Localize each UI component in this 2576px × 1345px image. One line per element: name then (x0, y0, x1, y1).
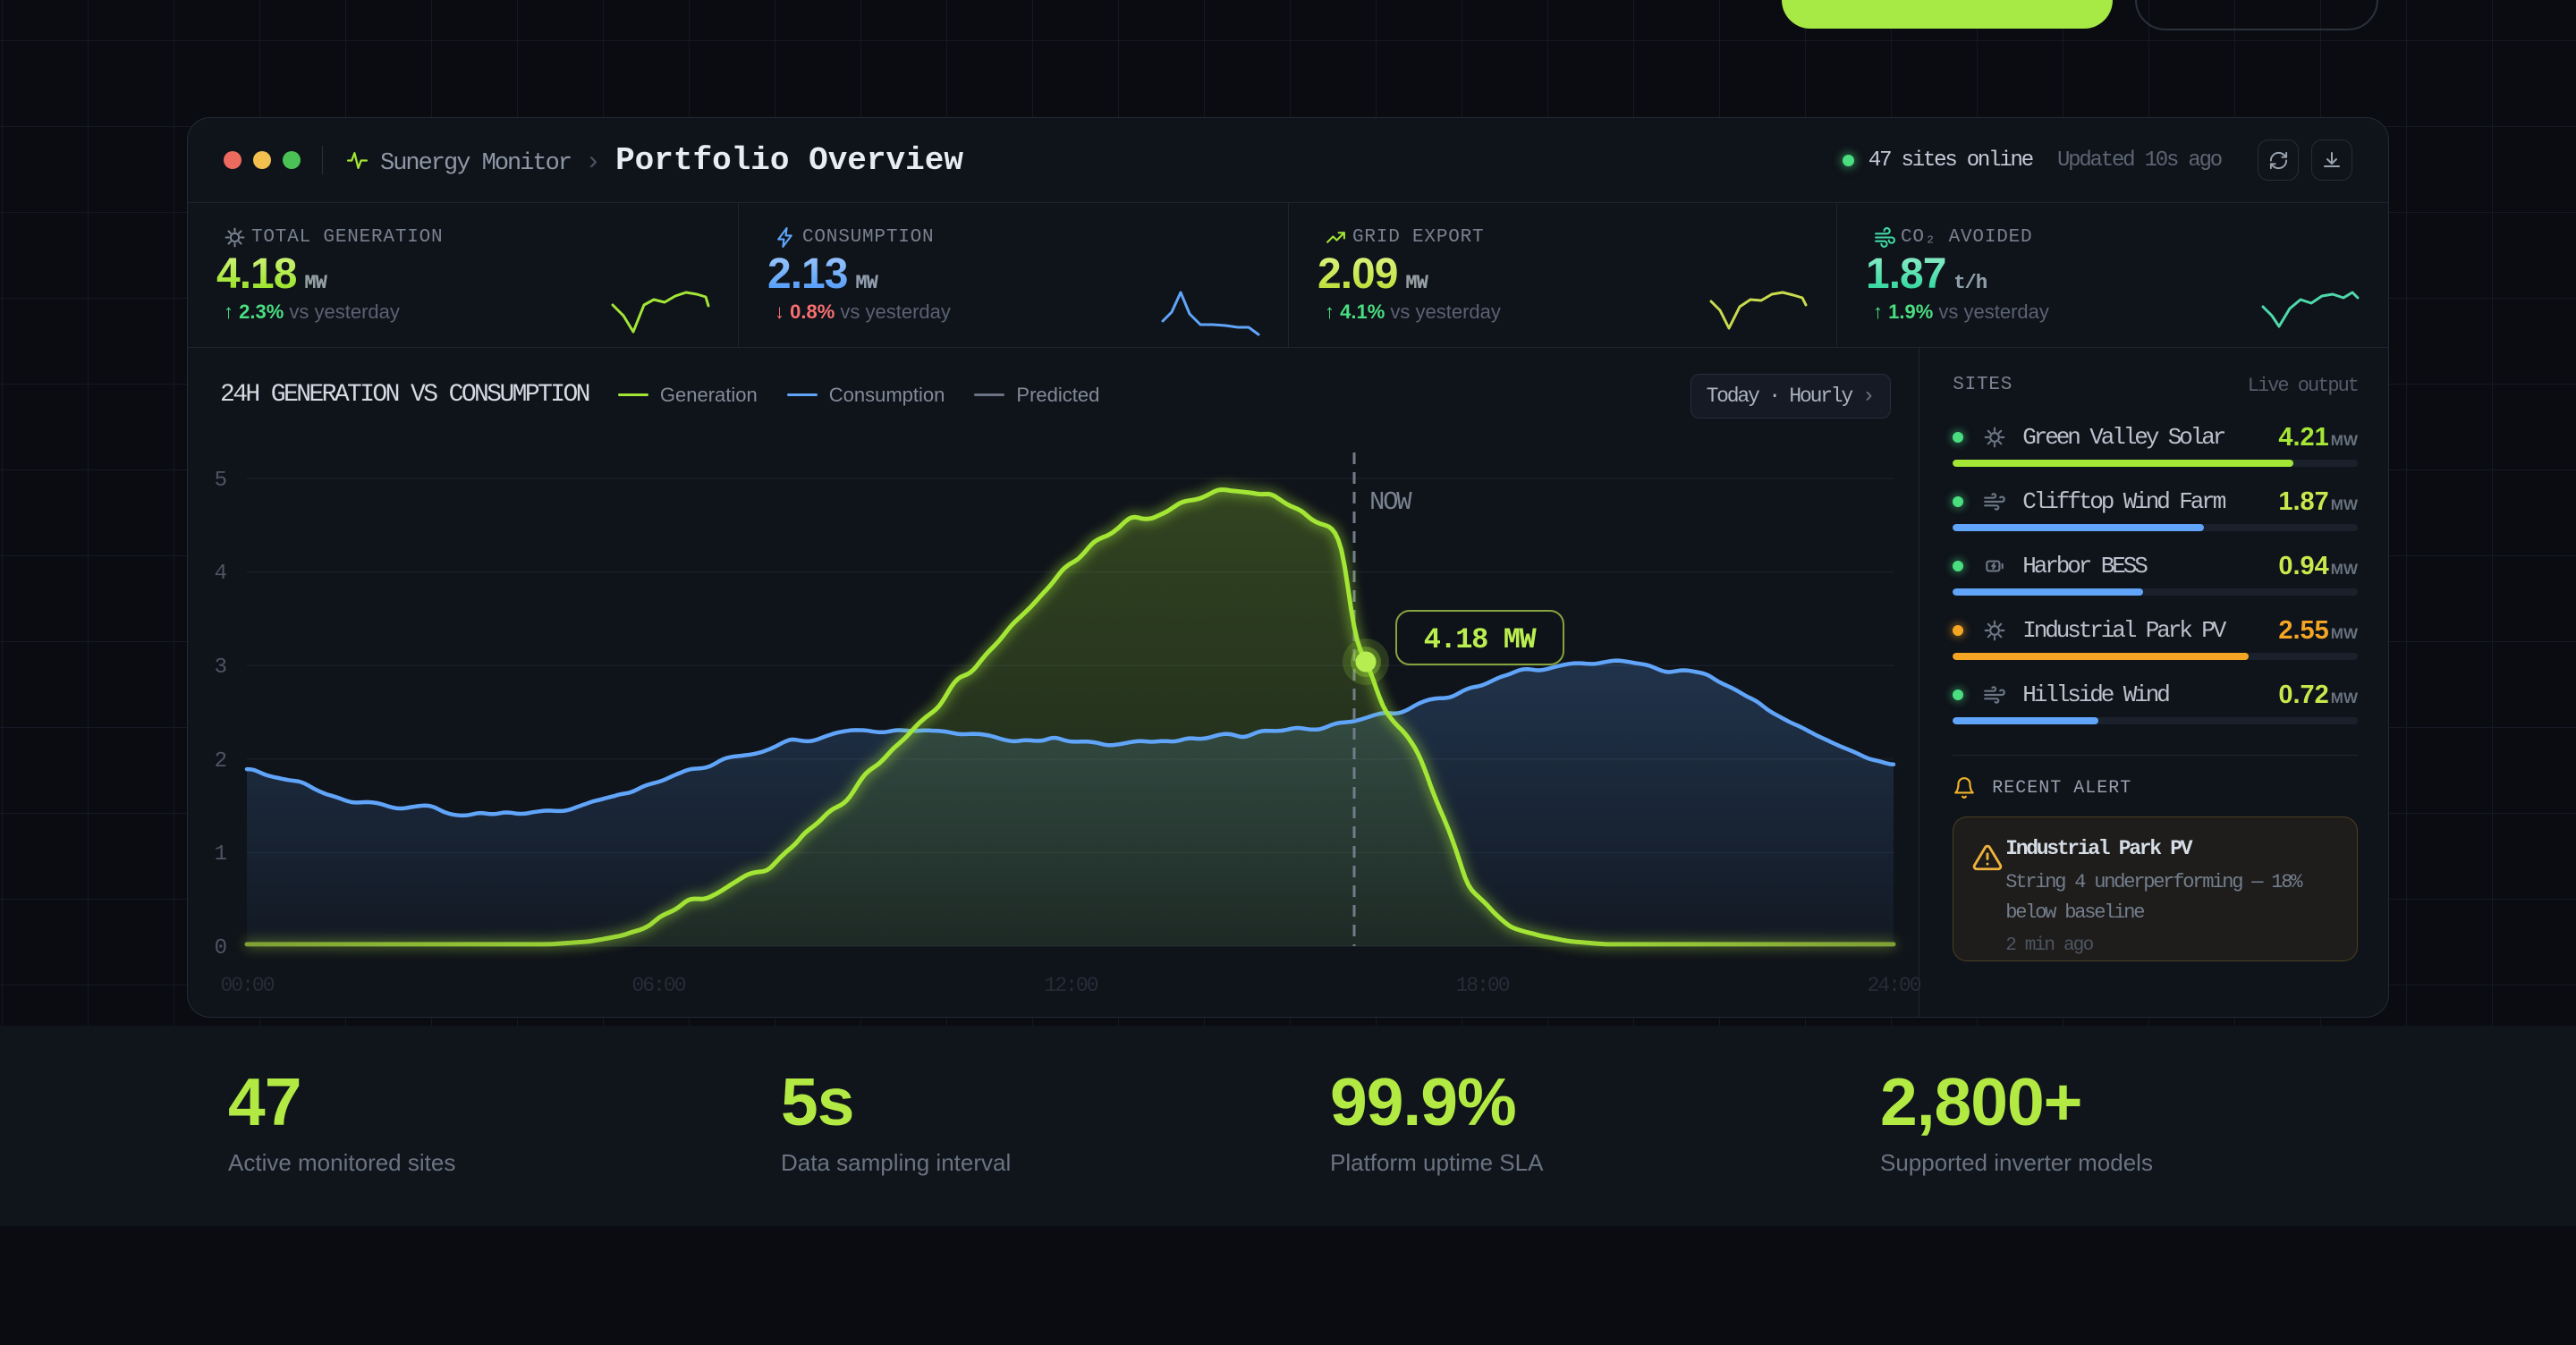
svg-text:1: 1 (215, 842, 227, 867)
svg-text:0: 0 (215, 936, 227, 960)
svg-text:06:00: 06:00 (631, 974, 685, 997)
svg-text:12:00: 12:00 (1044, 974, 1097, 997)
svg-text:24:00: 24:00 (1867, 974, 1920, 997)
svg-text:3: 3 (215, 656, 227, 680)
svg-text:00:00: 00:00 (220, 974, 274, 997)
svg-text:4.18 MW: 4.18 MW (1424, 623, 1538, 656)
svg-text:2: 2 (215, 749, 227, 774)
svg-text:4: 4 (215, 562, 227, 586)
svg-text:5: 5 (215, 469, 227, 493)
svg-text:18:00: 18:00 (1455, 974, 1509, 997)
svg-text:NOW: NOW (1369, 487, 1412, 517)
